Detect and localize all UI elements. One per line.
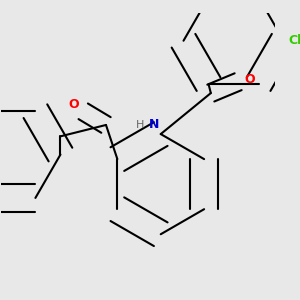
- Text: Cl: Cl: [288, 34, 300, 47]
- Text: H: H: [136, 120, 144, 130]
- Text: O: O: [69, 98, 80, 111]
- Text: O: O: [244, 73, 255, 86]
- Text: N: N: [149, 118, 159, 131]
